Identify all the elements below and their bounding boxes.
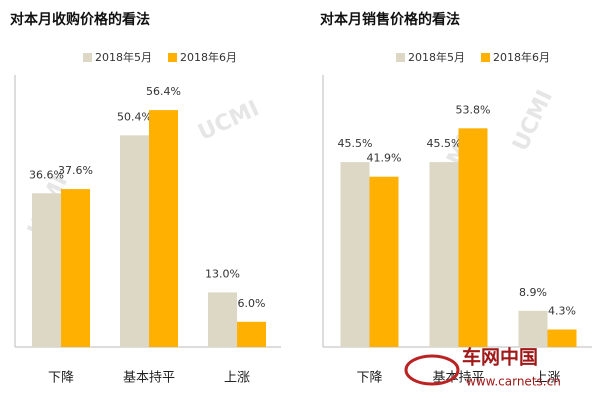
value-label: 13.0% xyxy=(205,267,240,280)
legend-label: 2018年6月 xyxy=(493,50,550,64)
x-tick-label: 上涨 xyxy=(534,371,560,386)
bar xyxy=(237,321,266,347)
value-label: 41.9% xyxy=(367,152,402,165)
logo: 车网中国 www.carnets.cn xyxy=(404,346,561,389)
logo-url: www.carnets.cn xyxy=(466,375,561,389)
value-label: 53.8% xyxy=(456,103,491,116)
watermark: UCMI xyxy=(195,96,264,146)
chart-title: 对本月收购价格的看法 xyxy=(10,11,150,28)
legend-swatch xyxy=(396,53,405,62)
bar xyxy=(547,329,577,347)
value-label: 4.3% xyxy=(548,305,576,318)
logo-name: 车网中国 xyxy=(462,346,538,369)
bar xyxy=(120,135,149,347)
bar xyxy=(32,193,61,347)
value-label: 8.9% xyxy=(519,286,547,299)
bar xyxy=(458,128,488,347)
bar xyxy=(61,189,90,347)
x-tick-label: 下降 xyxy=(48,371,74,386)
x-tick-label: 基本持平 xyxy=(123,371,175,386)
bar xyxy=(429,162,459,347)
x-tick-label: 下降 xyxy=(356,371,382,386)
value-label: 50.4% xyxy=(117,110,152,123)
watermark: UCMI xyxy=(508,86,558,155)
bar xyxy=(149,110,178,348)
legend-swatch xyxy=(168,53,177,62)
legend-label: 2018年5月 xyxy=(95,50,152,64)
chart-title: 对本月销售价格的看法 xyxy=(320,11,460,28)
value-label: 36.6% xyxy=(29,168,64,181)
value-label: 37.6% xyxy=(58,164,93,177)
value-label: 56.4% xyxy=(146,85,181,98)
legend-swatch xyxy=(481,53,490,62)
value-label: 45.5% xyxy=(427,137,462,150)
bar xyxy=(208,292,237,347)
value-label: 6.0% xyxy=(238,297,266,310)
legend-label: 2018年6月 xyxy=(180,50,237,64)
logo-icon xyxy=(404,354,460,386)
legend-swatch xyxy=(83,53,92,62)
x-tick-label: 上涨 xyxy=(224,371,250,386)
legend-label: 2018年5月 xyxy=(408,50,465,64)
bar xyxy=(340,162,370,347)
bar xyxy=(369,176,399,347)
value-label: 45.5% xyxy=(338,137,373,150)
bar xyxy=(518,310,548,347)
